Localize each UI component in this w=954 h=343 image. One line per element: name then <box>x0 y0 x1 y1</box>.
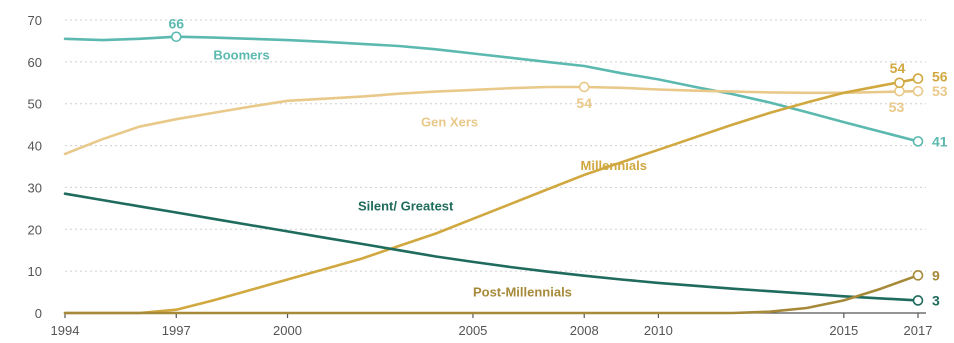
data-point-marker-post-millennials-0 <box>912 270 924 281</box>
data-label-boomers-0: 66 <box>168 16 184 32</box>
y-tick-label-70: 70 <box>28 13 42 28</box>
x-tick-label-2017: 2017 <box>904 323 933 338</box>
data-label-millennials-1: 56 <box>932 69 948 85</box>
data-label-gen-xers-0: 54 <box>576 95 592 111</box>
data-label-gen-xers-2: 53 <box>932 83 948 99</box>
x-tick-label-2015: 2015 <box>829 323 858 338</box>
series-line-gen-xers <box>63 85 920 156</box>
y-tick-label-40: 40 <box>28 139 42 154</box>
data-markers: 66 41 54 53 53 54 56 3 9 <box>168 16 947 309</box>
data-point-marker-millennials-0 <box>894 77 905 89</box>
series-label-gen-xers: Gen Xers <box>421 115 478 130</box>
data-label-silent-greatest-0: 3 <box>932 292 940 308</box>
x-tick-label-1994: 1994 <box>51 323 80 338</box>
x-tick-label-2008: 2008 <box>570 323 599 338</box>
data-label-post-millennials-0: 9 <box>932 267 940 283</box>
series-label-boomers: Boomers <box>213 47 269 62</box>
series-line-boomers <box>63 35 920 143</box>
data-label-millennials-0: 54 <box>890 60 906 76</box>
grid-lines <box>65 19 926 272</box>
series-label-post-millennials: Post-Millennials <box>473 284 572 299</box>
series-labels: Boomers Gen Xers Millennials Silent/ Greate… <box>213 47 647 299</box>
y-tick-label-10: 10 <box>28 264 42 279</box>
data-label-boomers-1: 41 <box>932 133 948 149</box>
axes: 0 10 20 30 40 50 60 70 1994 1997 2000 2005 2008 2010 2… <box>28 13 933 338</box>
series-lines <box>63 35 920 315</box>
y-tick-label-60: 60 <box>28 55 42 70</box>
data-point-marker-silent-greatest-0 <box>912 295 924 306</box>
data-point-marker-boomers-1 <box>912 136 924 147</box>
x-tick-label-1997: 1997 <box>162 323 191 338</box>
series-line-silent-greatest <box>63 192 920 302</box>
x-tick-label-2005: 2005 <box>458 323 487 338</box>
series-line-millennials <box>63 77 920 315</box>
data-point-marker-millennials-1 <box>912 73 924 84</box>
y-tick-label-0: 0 <box>35 306 42 321</box>
y-tick-label-50: 50 <box>28 97 42 112</box>
data-point-marker-gen-xers-0 <box>578 81 590 93</box>
data-label-gen-xers-1: 53 <box>889 99 905 115</box>
y-tick-label-20: 20 <box>28 222 42 237</box>
y-tick-label-30: 30 <box>28 180 42 195</box>
series-label-silent-greatest: Silent/ Greatest <box>358 198 454 213</box>
x-tick-label-2000: 2000 <box>273 323 302 338</box>
series-line-post-millennials <box>63 274 920 315</box>
data-point-marker-gen-xers-2 <box>912 85 924 97</box>
series-label-millennials: Millennials <box>581 158 647 173</box>
x-tick-label-2010: 2010 <box>644 323 673 338</box>
data-point-marker-boomers-0 <box>170 31 182 43</box>
